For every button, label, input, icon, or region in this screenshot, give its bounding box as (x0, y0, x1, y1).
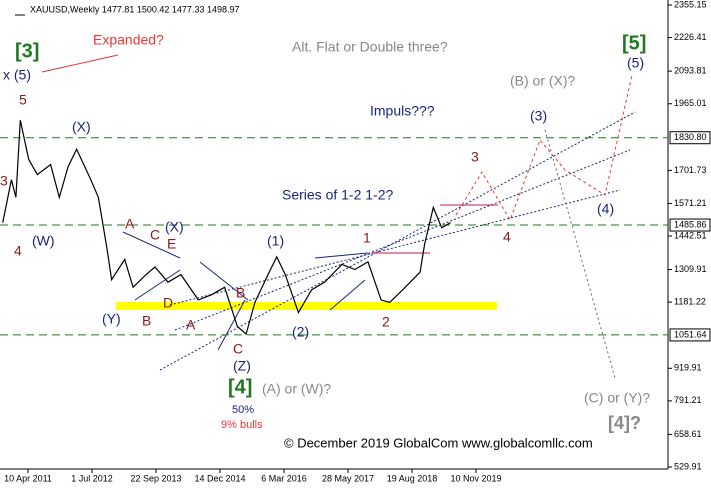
annotation: (Z) (233, 358, 251, 374)
y-tick-label: 919.91 (674, 363, 702, 373)
annotation: 50% (232, 404, 254, 416)
annotation: B (142, 313, 151, 329)
annotation: C (233, 341, 243, 357)
annotation: (B) or (X)? (510, 73, 576, 89)
trend-line (314, 252, 369, 259)
y-tick-label: 529.91 (674, 461, 702, 471)
annotation: 2 (382, 314, 390, 330)
level-label-box (669, 218, 711, 232)
annotation: [5] (622, 32, 646, 54)
annotation: [4]? (608, 413, 641, 433)
level-label: 1485.86 (674, 219, 707, 229)
annotation: Impuls??? (370, 103, 435, 119)
annotation: (C) or (Y)? (584, 390, 650, 406)
y-tick-label: 791.21 (674, 395, 702, 405)
annotation: (4) (597, 201, 614, 217)
annotation: 3 (471, 149, 479, 165)
x-tick-label: 10 Apr 2011 (4, 473, 52, 483)
annotation: 4 (14, 243, 22, 259)
annotation: D (163, 295, 173, 311)
x-tick-label: 6 Mar 2016 (261, 473, 307, 483)
y-tick-label: 2093.81 (674, 66, 707, 76)
y-tick-label: 1701.73 (674, 165, 707, 175)
y-tick-label: 2355.15 (674, 0, 707, 9)
annotation: 4 (503, 229, 511, 245)
y-tick-label: 1181.22 (674, 297, 706, 307)
y-tick-label: 1309.91 (674, 264, 707, 274)
overlay-lines (15, 14, 636, 379)
annotation: (Y) (102, 311, 121, 327)
level-label-box (669, 131, 711, 145)
channel-line (169, 189, 621, 306)
annotation: 5 (19, 92, 27, 108)
annotation: 9% bulls (221, 419, 263, 431)
annotation: 3 (0, 173, 8, 189)
level-label: 1051.64 (674, 329, 707, 339)
annotation: 1 (363, 230, 371, 246)
support-band (116, 302, 497, 310)
y-tick-label: 1571.21 (674, 198, 707, 208)
y-tick-label: 658.61 (674, 429, 702, 439)
annotation: C (150, 227, 160, 243)
trend-line (217, 299, 246, 351)
annotation: A (186, 317, 196, 333)
trend-line (329, 279, 366, 311)
annotation: (5) (627, 55, 644, 71)
x-tick-label: 10 Nov 2019 (450, 473, 501, 483)
y-tick-label: 1442.51 (674, 230, 707, 240)
x-tick-label: 28 May 2017 (322, 473, 374, 483)
x-tick-label: 1 Jul 2012 (71, 473, 113, 483)
price-line (2, 120, 451, 336)
level-label: 1830.80 (674, 132, 707, 142)
annotation: (A) or (W)? (262, 381, 331, 397)
x-tick-label: 19 Aug 2018 (387, 473, 438, 483)
y-tick-label: 1965.01 (674, 98, 707, 108)
annotation: (X) (72, 119, 91, 135)
annotation: (3) (530, 108, 547, 124)
annotation: [3] (15, 40, 39, 62)
chart-title: XAUUSD,Weekly 1477.81 1500.42 1477.33 14… (30, 4, 239, 14)
annotation: (2) (292, 324, 309, 340)
channel-line (174, 149, 631, 331)
annotation: x (5) (3, 67, 31, 83)
annotation: E (167, 236, 176, 252)
pointer-line (41, 54, 119, 73)
projection-path (455, 74, 633, 222)
annotation: Alt. Flat or Double three? (292, 39, 448, 55)
annotation: Series of 1-2 1-2? (282, 187, 393, 203)
level-label-box (669, 328, 711, 342)
annotation: A (125, 216, 135, 232)
annotation: (X) (165, 219, 184, 235)
trend-line (122, 231, 181, 259)
x-tick-label: 22 Sep 2013 (130, 473, 181, 483)
annotation: (W) (32, 233, 55, 249)
trend-line (199, 261, 249, 301)
annotation: B (236, 285, 245, 301)
annotation: © December 2019 GlobalCom www.globalcoml… (284, 435, 593, 450)
y-tick-label: 2226.41 (674, 32, 707, 42)
annotation: (1) (267, 233, 284, 249)
annotation: [4] (228, 376, 252, 398)
x-tick-label: 14 Dec 2014 (194, 473, 245, 483)
trend-line (134, 269, 181, 301)
annotation: Expanded? (93, 32, 164, 48)
